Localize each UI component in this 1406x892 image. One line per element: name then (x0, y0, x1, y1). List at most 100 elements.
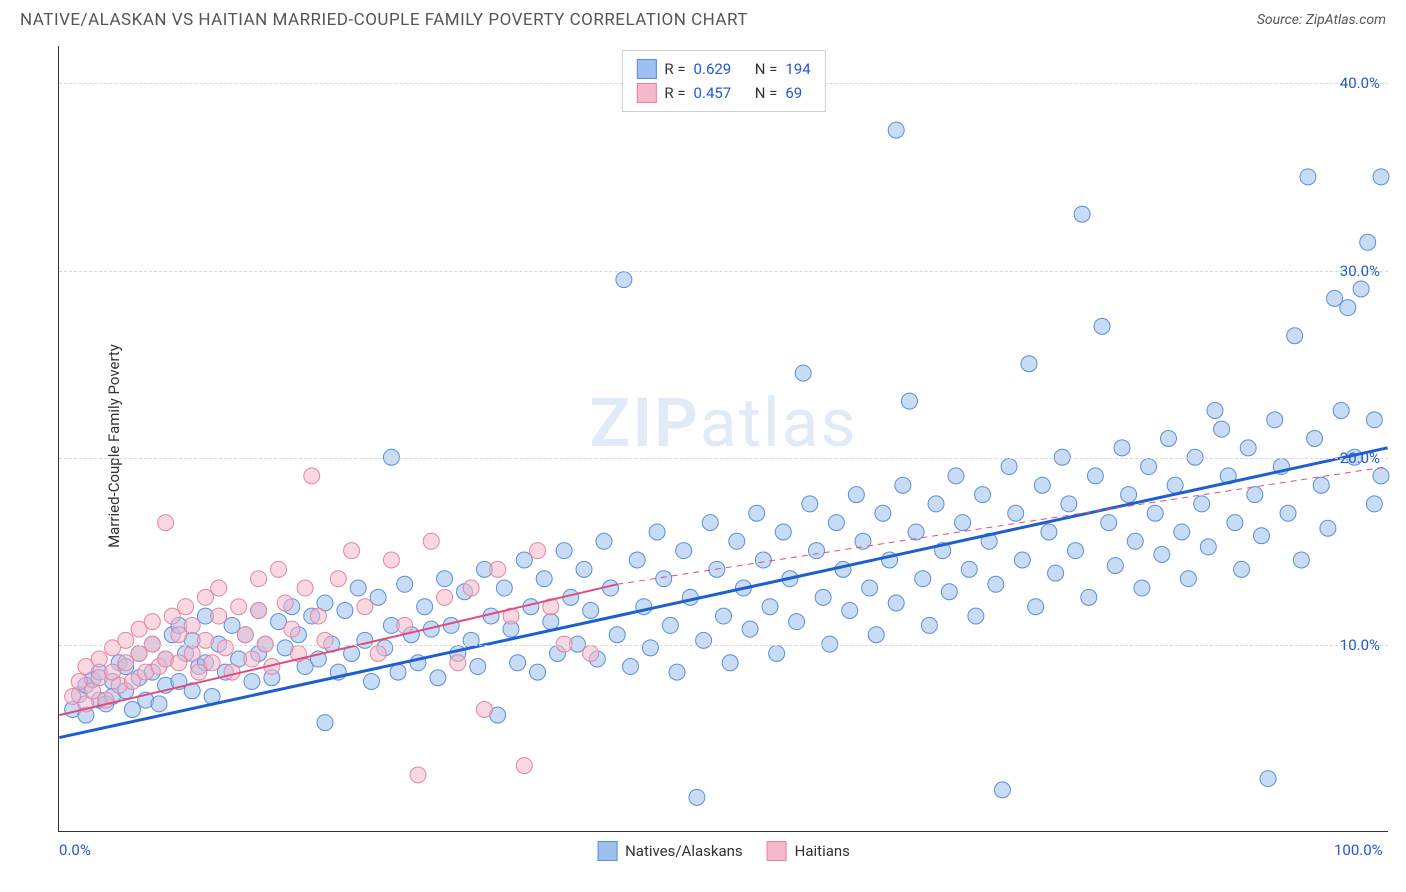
data-point (1160, 431, 1176, 447)
data-point (1101, 515, 1117, 531)
data-point (1141, 459, 1157, 475)
data-point (1147, 505, 1163, 521)
data-point (789, 614, 805, 630)
data-point (91, 651, 107, 667)
data-point (277, 595, 293, 611)
data-point (583, 645, 599, 661)
data-point (1127, 533, 1143, 549)
data-point (1008, 505, 1024, 521)
r-value: 0.629 (694, 57, 732, 81)
data-point (1214, 421, 1230, 437)
data-point (702, 515, 718, 531)
data-point (450, 655, 466, 671)
data-point (251, 571, 267, 587)
series-legend: Natives/Alaskans Haitians (597, 841, 850, 861)
data-point (1001, 459, 1017, 475)
data-point (357, 599, 373, 615)
data-point (118, 632, 134, 648)
data-point (1114, 440, 1130, 456)
data-point (1134, 580, 1150, 596)
data-point (357, 632, 373, 648)
data-point (304, 468, 320, 484)
data-point (124, 702, 140, 718)
data-point (350, 580, 366, 596)
data-point (1280, 505, 1296, 521)
data-point (158, 515, 174, 531)
data-point (337, 602, 353, 618)
data-point (948, 468, 964, 484)
data-point (1207, 402, 1223, 418)
data-point (437, 571, 453, 587)
data-point (1227, 515, 1243, 531)
data-point (1247, 487, 1263, 503)
data-point (795, 365, 811, 381)
gridline (59, 271, 1388, 272)
data-point (536, 571, 552, 587)
legend-item: Natives/Alaskans (597, 841, 743, 861)
data-point (729, 533, 745, 549)
data-point (224, 664, 240, 680)
n-value: 194 (785, 57, 810, 81)
data-point (1267, 412, 1283, 428)
data-point (370, 589, 386, 605)
y-tick-label: 10.0% (1340, 636, 1380, 654)
data-point (224, 617, 240, 633)
data-point (629, 552, 645, 568)
data-point (217, 640, 233, 656)
data-point (1154, 546, 1170, 562)
data-point (237, 627, 253, 643)
data-point (755, 552, 771, 568)
data-point (1307, 431, 1323, 447)
data-point (184, 645, 200, 661)
data-point (696, 632, 712, 648)
data-point (510, 655, 526, 671)
legend-label: Haitians (795, 842, 850, 860)
data-point (124, 673, 140, 689)
data-point (1360, 234, 1376, 250)
data-point (828, 515, 844, 531)
legend-swatch (597, 841, 617, 861)
data-point (955, 515, 971, 531)
data-point (463, 580, 479, 596)
data-point (1333, 402, 1349, 418)
data-point (968, 608, 984, 624)
data-point (961, 561, 977, 577)
data-point (556, 543, 572, 559)
chart-header: NATIVE/ALASKAN VS HAITIAN MARRIED-COUPLE… (0, 0, 1406, 36)
data-point (888, 595, 904, 611)
data-point (1074, 206, 1090, 222)
data-point (616, 272, 632, 288)
data-point (855, 533, 871, 549)
data-point (1373, 169, 1389, 185)
data-point (197, 589, 213, 605)
data-point (437, 589, 453, 605)
data-point (749, 505, 765, 521)
correlation-legend: R = 0.629 N = 194 R = 0.457 N = 69 (621, 50, 825, 112)
x-tick-label: 0.0% (59, 841, 91, 859)
data-point (1293, 552, 1309, 568)
data-point (1373, 468, 1389, 484)
data-point (1061, 496, 1077, 512)
data-point (417, 599, 433, 615)
data-point (197, 632, 213, 648)
data-point (271, 561, 287, 577)
legend-swatch (636, 83, 656, 103)
data-point (1167, 477, 1183, 493)
data-point (410, 767, 426, 783)
trend-line-extrapolated (617, 467, 1387, 585)
legend-label: Natives/Alaskans (625, 842, 743, 860)
data-point (988, 576, 1004, 592)
data-point (941, 584, 957, 600)
data-point (1253, 528, 1269, 544)
data-point (862, 580, 878, 596)
data-point (71, 673, 87, 689)
data-point (118, 655, 134, 671)
data-point (310, 608, 326, 624)
data-point (848, 487, 864, 503)
data-point (1194, 496, 1210, 512)
data-point (1034, 477, 1050, 493)
data-point (390, 664, 406, 680)
y-tick-label: 40.0% (1340, 74, 1380, 92)
data-point (490, 561, 506, 577)
data-point (204, 655, 220, 671)
